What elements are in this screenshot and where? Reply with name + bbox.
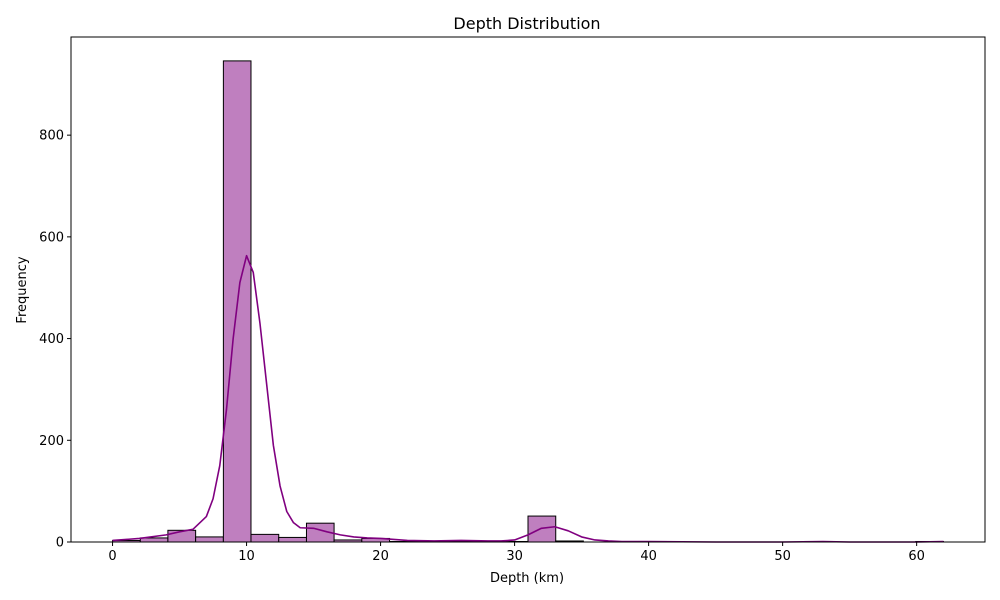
y-tick-label: 800 <box>39 129 64 144</box>
x-axis-label: Depth (km) <box>490 571 564 586</box>
y-tick-label: 600 <box>39 230 64 245</box>
x-axis-ticks: 0 10 20 30 40 50 60 <box>108 542 925 564</box>
plot-frame <box>70 36 986 543</box>
x-tick-label: 20 <box>372 549 389 564</box>
y-axis-label: Frequency <box>15 256 30 323</box>
x-tick-label: 10 <box>238 549 255 564</box>
y-tick-label: 200 <box>39 434 64 449</box>
x-tick-label: 30 <box>506 549 523 564</box>
histogram-bar-5 <box>250 533 280 543</box>
histogram-bar-6 <box>278 536 307 543</box>
x-tick-label: 50 <box>774 549 791 564</box>
chart-title: Depth Distribution <box>453 14 600 33</box>
x-tick-label: 40 <box>640 549 657 564</box>
y-tick-label: 400 <box>39 332 64 347</box>
x-tick-label: 0 <box>108 549 116 564</box>
y-axis-ticks: 0 200 400 600 800 <box>39 129 71 551</box>
y-tick-label: 0 <box>56 536 64 551</box>
histogram-bar-15 <box>527 515 557 543</box>
kde-line <box>112 254 944 543</box>
histogram-bar-3 <box>195 536 224 543</box>
x-tick-label: 60 <box>908 549 925 564</box>
kde-layer <box>112 254 944 543</box>
